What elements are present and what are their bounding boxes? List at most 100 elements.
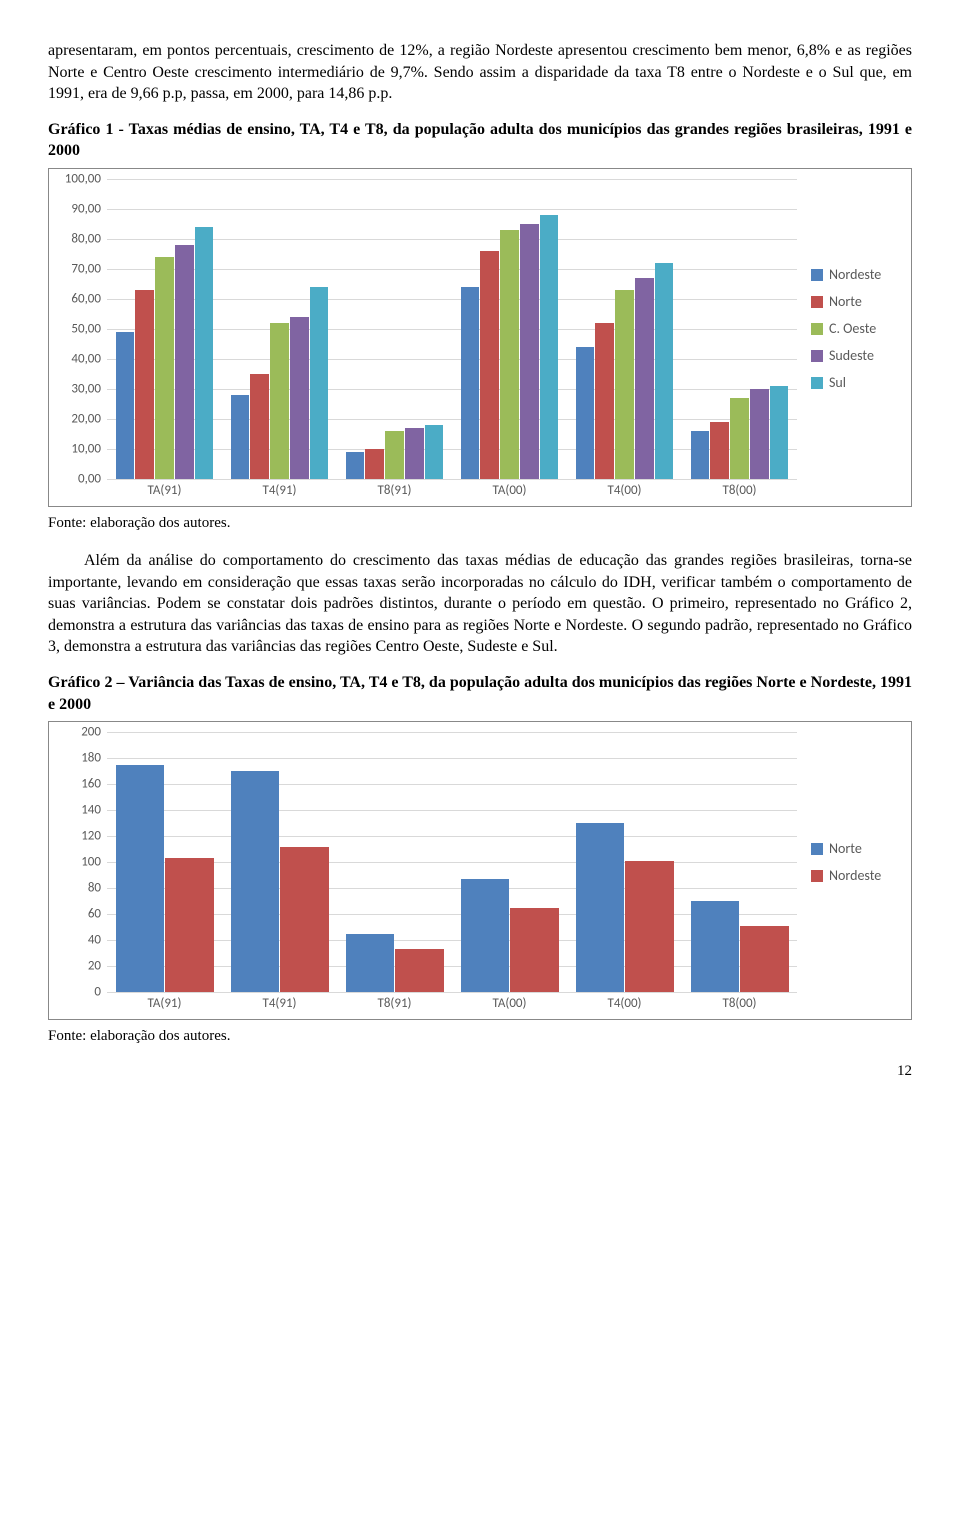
bar [405, 428, 424, 479]
bar [540, 215, 559, 479]
y-tick-label: 40 [88, 933, 101, 948]
gridline [107, 479, 797, 480]
x-tick-label: T4(00) [567, 483, 682, 498]
bar [691, 431, 710, 479]
y-tick-label: 100,00 [65, 171, 101, 186]
bar [165, 858, 214, 992]
legend-swatch [811, 377, 823, 389]
bar [135, 290, 154, 479]
bar [116, 765, 165, 993]
bar [270, 323, 289, 479]
intro-paragraph: apresentaram, em pontos percentuais, cre… [48, 40, 912, 105]
legend-swatch [811, 269, 823, 281]
bar [310, 287, 329, 479]
y-tick-label: 100 [81, 855, 101, 870]
category-group [682, 179, 797, 479]
y-tick-label: 80 [88, 881, 101, 896]
y-tick-label: 140 [81, 803, 101, 818]
bar [500, 230, 519, 479]
bar [615, 290, 634, 479]
chart1-y-labels: 0,0010,0020,0030,0040,0050,0060,0070,008… [59, 179, 107, 479]
y-tick-label: 30,00 [71, 381, 101, 396]
x-tick-label: TA(00) [452, 483, 567, 498]
chart1-title: Gráfico 1 - Taxas médias de ensino, TA, … [48, 119, 912, 162]
legend-label: Sul [829, 374, 846, 391]
category-group [337, 179, 452, 479]
category-group [452, 179, 567, 479]
chart1-plot-area [107, 179, 797, 479]
page-number: 12 [48, 1063, 912, 1080]
y-tick-label: 50,00 [71, 321, 101, 336]
y-tick-label: 60,00 [71, 291, 101, 306]
bar [175, 245, 194, 479]
category-group [222, 179, 337, 479]
y-tick-label: 180 [81, 751, 101, 766]
chart1-caption: Fonte: elaboração dos autores. [48, 515, 912, 532]
chart2-plot-area [107, 732, 797, 992]
x-tick-label: T8(00) [682, 996, 797, 1011]
y-tick-label: 20,00 [71, 411, 101, 426]
y-tick-label: 20 [88, 959, 101, 974]
analysis-paragraph: Além da análise do comportamento do cres… [48, 550, 912, 658]
category-group [337, 732, 452, 992]
gridline [107, 992, 797, 993]
x-tick-label: T8(00) [682, 483, 797, 498]
legend-item: Sul [811, 374, 901, 391]
chart1-legend: Nordeste Norte C. Oeste Sudeste Sul [797, 179, 901, 479]
x-tick-label: T8(91) [337, 996, 452, 1011]
bar [425, 425, 444, 479]
legend-swatch [811, 350, 823, 362]
x-tick-label: TA(91) [107, 483, 222, 498]
x-tick-label: TA(00) [452, 996, 567, 1011]
y-tick-label: 200 [81, 725, 101, 740]
x-tick-label: TA(91) [107, 996, 222, 1011]
bar [635, 278, 654, 479]
bar [231, 395, 250, 479]
bar [595, 323, 614, 479]
category-group [567, 179, 682, 479]
category-group [452, 732, 567, 992]
legend-label: Norte [829, 840, 862, 857]
bar [461, 287, 480, 479]
bar [740, 926, 789, 992]
chart2-y-labels: 020406080100120140160180200 [59, 732, 107, 992]
bar [116, 332, 135, 479]
chart1-x-labels: TA(91)T4(91)T8(91)TA(00)T4(00)T8(00) [107, 483, 797, 498]
bar [250, 374, 269, 479]
chart2-caption: Fonte: elaboração dos autores. [48, 1028, 912, 1045]
legend-item: Norte [811, 840, 901, 857]
bar [730, 398, 749, 479]
legend-item: Nordeste [811, 867, 901, 884]
category-group [682, 732, 797, 992]
x-tick-label: T4(91) [222, 996, 337, 1011]
legend-item: Norte [811, 293, 901, 310]
legend-swatch [811, 296, 823, 308]
bar [480, 251, 499, 479]
bar [710, 422, 729, 479]
y-tick-label: 60 [88, 907, 101, 922]
category-group [107, 732, 222, 992]
bar [290, 317, 309, 479]
bar [461, 879, 510, 992]
y-tick-label: 40,00 [71, 351, 101, 366]
x-tick-label: T8(91) [337, 483, 452, 498]
legend-label: Sudeste [829, 347, 874, 364]
x-tick-label: T4(00) [567, 996, 682, 1011]
bar [750, 389, 769, 479]
legend-item: Nordeste [811, 266, 901, 283]
legend-label: C. Oeste [829, 320, 876, 337]
y-tick-label: 10,00 [71, 441, 101, 456]
legend-label: Nordeste [829, 867, 881, 884]
bar [195, 227, 214, 479]
y-tick-label: 0,00 [78, 471, 101, 486]
legend-label: Nordeste [829, 266, 881, 283]
bar [625, 861, 674, 992]
chart2-x-labels: TA(91)T4(91)T8(91)TA(00)T4(00)T8(00) [107, 996, 797, 1011]
bar [691, 901, 740, 992]
bar [770, 386, 789, 479]
legend-swatch [811, 870, 823, 882]
bar [510, 908, 559, 993]
bar [280, 847, 329, 993]
y-tick-label: 0 [94, 985, 101, 1000]
category-group [107, 179, 222, 479]
